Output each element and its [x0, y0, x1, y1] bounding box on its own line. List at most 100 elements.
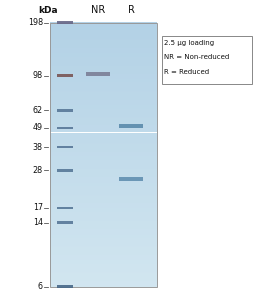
Bar	[50, 54, 156, 55]
Bar	[50, 137, 156, 138]
Bar	[50, 168, 156, 169]
Bar	[50, 121, 156, 122]
Bar	[50, 236, 156, 237]
Bar	[50, 73, 156, 74]
Bar	[50, 207, 156, 208]
Bar	[50, 284, 156, 285]
Bar	[50, 28, 156, 29]
Bar	[50, 196, 156, 197]
Bar	[50, 177, 156, 178]
Bar	[50, 99, 156, 100]
Bar	[50, 140, 156, 141]
Bar	[50, 74, 156, 75]
Bar	[50, 233, 156, 234]
Bar	[50, 82, 156, 83]
Bar	[50, 27, 156, 28]
Bar	[50, 78, 156, 79]
Bar	[50, 86, 156, 87]
Bar	[50, 172, 156, 173]
Bar	[50, 176, 156, 177]
Bar	[50, 57, 156, 58]
Bar	[50, 157, 156, 158]
Bar	[50, 51, 156, 52]
Bar	[50, 65, 156, 66]
Bar	[50, 130, 156, 131]
Bar	[50, 126, 156, 127]
Bar	[50, 167, 156, 168]
Bar	[50, 156, 156, 157]
Bar	[50, 265, 156, 266]
Bar	[50, 270, 156, 271]
Text: kDa: kDa	[39, 6, 58, 15]
Bar	[50, 59, 156, 60]
Bar	[50, 47, 156, 48]
Bar	[50, 101, 156, 102]
Bar	[50, 239, 156, 240]
Bar	[50, 38, 156, 39]
Text: R: R	[128, 5, 134, 15]
Bar	[50, 23, 156, 24]
Bar	[50, 135, 156, 136]
Bar	[50, 108, 156, 109]
Bar	[50, 91, 156, 92]
Bar	[50, 244, 156, 245]
Bar	[50, 136, 156, 137]
Bar	[50, 118, 156, 119]
Bar	[50, 123, 156, 124]
Bar	[50, 76, 156, 77]
Bar	[50, 169, 156, 170]
Bar	[50, 69, 156, 70]
Bar	[50, 195, 156, 196]
Bar	[50, 215, 156, 216]
Bar	[50, 221, 156, 222]
Bar	[50, 146, 156, 147]
Bar	[50, 30, 156, 31]
Bar	[50, 84, 156, 85]
Bar	[50, 261, 156, 262]
Bar	[50, 22, 156, 23]
Bar	[50, 192, 156, 193]
Text: 49: 49	[33, 123, 43, 132]
Bar	[50, 162, 156, 163]
Bar	[50, 203, 156, 204]
Text: 62: 62	[33, 106, 43, 115]
Bar	[50, 241, 156, 242]
Bar	[50, 127, 156, 128]
Bar	[50, 113, 156, 114]
Bar	[50, 273, 156, 274]
Bar	[50, 274, 156, 275]
Bar	[50, 235, 156, 236]
Bar	[50, 131, 156, 132]
Bar	[50, 95, 156, 96]
Text: 198: 198	[28, 18, 43, 27]
Text: 17: 17	[33, 203, 43, 212]
Bar	[50, 66, 156, 67]
Bar	[50, 190, 156, 191]
Bar	[50, 92, 156, 93]
Bar	[50, 283, 156, 284]
Bar	[50, 71, 156, 72]
Bar	[50, 230, 156, 231]
Bar	[50, 252, 156, 253]
Bar	[50, 189, 156, 190]
Bar	[50, 226, 156, 227]
Bar	[57, 146, 73, 148]
Bar	[50, 46, 156, 47]
Bar	[50, 205, 156, 206]
Bar	[50, 185, 156, 186]
Bar	[50, 181, 156, 182]
Bar	[50, 187, 156, 188]
Bar	[50, 217, 156, 218]
Bar	[50, 122, 156, 123]
Bar	[50, 194, 156, 195]
Bar	[50, 111, 156, 112]
Bar	[50, 34, 156, 35]
Bar	[50, 257, 156, 258]
Text: 28: 28	[33, 166, 43, 175]
Bar	[50, 55, 156, 56]
Bar	[50, 64, 156, 65]
Bar	[50, 116, 156, 117]
Bar	[50, 53, 156, 54]
Bar	[50, 63, 156, 64]
Bar	[50, 216, 156, 217]
